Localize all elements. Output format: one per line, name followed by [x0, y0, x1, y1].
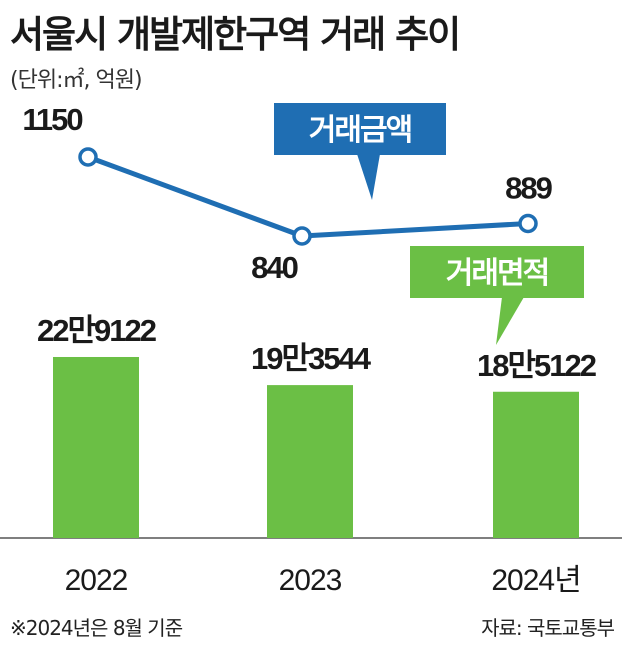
- area-tag-pointer: [496, 297, 524, 345]
- line-point: [292, 226, 312, 246]
- chart-title: 서울시 개발제한구역 거래 추이: [10, 13, 461, 56]
- bar-value-label: 19만3544: [251, 341, 372, 376]
- amount-series-tag-label: 거래금액: [309, 114, 411, 147]
- line-value-label: 840: [251, 250, 297, 285]
- amount-series-tag: [274, 103, 446, 155]
- amount-tag-pointer: [357, 154, 380, 200]
- x-tick-label: 2022: [65, 564, 128, 597]
- area-series-tag-label: 거래면적: [446, 257, 548, 290]
- bar-area-2024년: [493, 391, 579, 538]
- line-value-label: 1150: [22, 102, 82, 137]
- line-value-label: 889: [505, 171, 552, 206]
- line-amount-series: [87, 154, 529, 239]
- bar-value-label: 22만9122: [37, 313, 156, 348]
- bar-area-2023: [267, 385, 353, 538]
- x-tick-label: 2024년: [491, 564, 580, 597]
- x-tick-label: 2023: [279, 564, 342, 597]
- chart-unit-note: (단위:㎡, 억원): [10, 68, 143, 93]
- area-series-tag: [410, 246, 584, 298]
- bar-area-2022: [53, 356, 139, 538]
- bar-value-label: 18만5122: [477, 348, 596, 383]
- source-note: 자료: 국토교통부: [481, 616, 615, 640]
- line-point: [518, 213, 538, 234]
- footnote: ※2024년은 8월 기준: [10, 616, 183, 640]
- line-point: [78, 147, 98, 167]
